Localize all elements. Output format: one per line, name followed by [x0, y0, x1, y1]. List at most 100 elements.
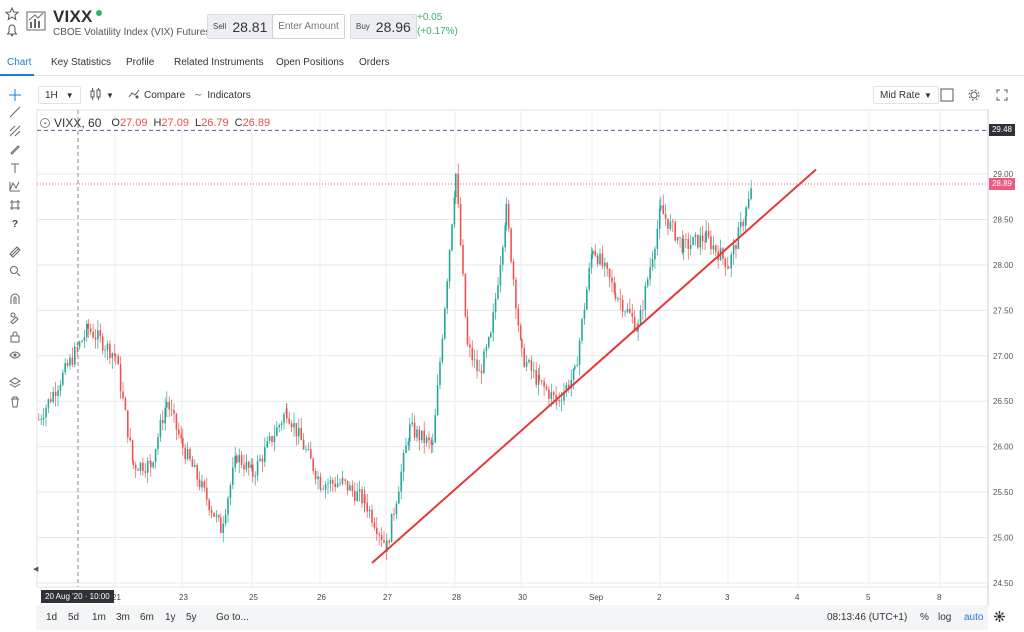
legend-close: 26.89	[242, 117, 271, 129]
crosshair-icon[interactable]	[8, 88, 22, 102]
time-axis: 21 23 25 26 27 28 30 Sep 2 3 4 5 8	[112, 593, 942, 602]
candle	[646, 279, 649, 286]
candle	[464, 273, 467, 317]
buy-button[interactable]: Buy 28.96	[350, 14, 417, 39]
candle	[563, 391, 565, 401]
range-1y[interactable]: 1y	[165, 612, 176, 623]
candle	[704, 241, 706, 243]
trend-line-icon[interactable]	[8, 105, 22, 119]
candle	[290, 423, 293, 428]
chart-type-select[interactable]: ▼	[88, 86, 114, 104]
candle	[599, 253, 601, 265]
range-3m[interactable]: 3m	[116, 612, 130, 623]
measure-icon[interactable]	[8, 198, 22, 212]
candle	[523, 348, 525, 367]
mid-rate-select[interactable]: Mid Rate ▼	[873, 86, 939, 104]
trash-icon[interactable]	[8, 395, 22, 409]
pattern-icon[interactable]	[8, 179, 22, 193]
settings-icon[interactable]	[968, 86, 980, 104]
zoom-icon[interactable]	[8, 264, 22, 278]
range-5y[interactable]: 5y	[186, 612, 197, 623]
fib-icon[interactable]	[8, 124, 22, 138]
collapse-legend-icon[interactable]: ⌄	[40, 118, 50, 128]
compare-button[interactable]: Compare	[128, 86, 185, 104]
sell-price: 28.81	[232, 18, 268, 35]
text-icon[interactable]	[8, 161, 22, 175]
range-5d[interactable]: 5d	[68, 612, 80, 623]
auto-scale-toggle[interactable]: auto	[964, 612, 984, 623]
candle	[681, 237, 684, 253]
candle	[273, 436, 276, 443]
range-1d[interactable]: 1d	[46, 612, 58, 623]
candle	[530, 360, 533, 371]
magnet-icon[interactable]	[8, 292, 22, 306]
symbol: VIXX	[53, 7, 93, 26]
candle	[446, 281, 448, 309]
tab-bar: Chart Key Statistics Profile Related Ins…	[0, 50, 1024, 76]
amount-input[interactable]	[272, 14, 345, 39]
candle	[656, 228, 659, 249]
candle	[266, 441, 268, 448]
bell-icon[interactable]	[5, 23, 19, 37]
candle	[203, 481, 206, 488]
candle	[69, 357, 71, 366]
candle	[178, 429, 180, 435]
sell-button[interactable]: Sell 28.81	[207, 14, 274, 39]
candle	[310, 449, 312, 459]
candle	[619, 298, 622, 300]
x-tick-label: 27	[383, 593, 392, 602]
candle	[421, 430, 423, 441]
lock-edit-icon[interactable]	[8, 311, 22, 325]
candle	[322, 488, 324, 490]
fullscreen-toggle-icon[interactable]	[940, 86, 954, 104]
goto-button[interactable]: Go to...	[216, 612, 249, 623]
candle	[146, 460, 149, 473]
candle	[268, 436, 271, 442]
candle	[252, 464, 254, 477]
layers-icon[interactable]	[8, 376, 22, 390]
interval-select[interactable]: 1H ▼	[38, 86, 81, 104]
indicators-button[interactable]: ∼ Indicators	[194, 86, 251, 104]
candle	[134, 465, 137, 470]
tab-orders[interactable]: Orders	[359, 57, 390, 68]
candle	[658, 208, 661, 229]
candle	[109, 343, 111, 358]
help-icon[interactable]: ?	[11, 218, 19, 230]
tab-open-positions[interactable]: Open Positions	[276, 57, 344, 68]
candle	[356, 491, 358, 501]
eye-icon[interactable]	[8, 348, 22, 362]
candle	[478, 370, 480, 372]
chevron-down-icon: ▼	[65, 90, 74, 100]
percent-toggle[interactable]: %	[920, 612, 929, 623]
candle	[732, 244, 735, 255]
candle	[402, 452, 405, 472]
tab-profile[interactable]: Profile	[126, 57, 155, 68]
star-icon[interactable]	[5, 7, 19, 21]
tab-related-instruments[interactable]: Related Instruments	[174, 57, 264, 68]
candle	[300, 427, 302, 440]
candle	[676, 237, 679, 241]
lock-icon[interactable]	[8, 330, 22, 344]
brush-icon[interactable]	[8, 142, 22, 156]
candle	[162, 420, 164, 424]
candle	[229, 484, 232, 499]
candle	[592, 251, 594, 255]
bottom-settings-icon[interactable]	[994, 611, 1005, 625]
candle	[540, 380, 543, 382]
range-1m[interactable]: 1m	[92, 612, 106, 623]
candle	[583, 309, 586, 319]
log-toggle[interactable]: log	[938, 612, 952, 623]
instrument-description: CBOE Volatility Index (VIX) Futures	[53, 27, 211, 38]
candle	[142, 462, 144, 472]
expand-icon[interactable]	[996, 86, 1008, 104]
candle	[649, 267, 651, 280]
candle	[332, 480, 334, 484]
candle	[218, 515, 220, 518]
ruler-icon[interactable]	[8, 245, 22, 259]
candle	[74, 347, 76, 365]
tab-chart[interactable]: Chart	[7, 57, 32, 68]
candle	[351, 485, 354, 492]
range-6m[interactable]: 6m	[140, 612, 154, 623]
tab-key-statistics[interactable]: Key Statistics	[51, 57, 112, 68]
